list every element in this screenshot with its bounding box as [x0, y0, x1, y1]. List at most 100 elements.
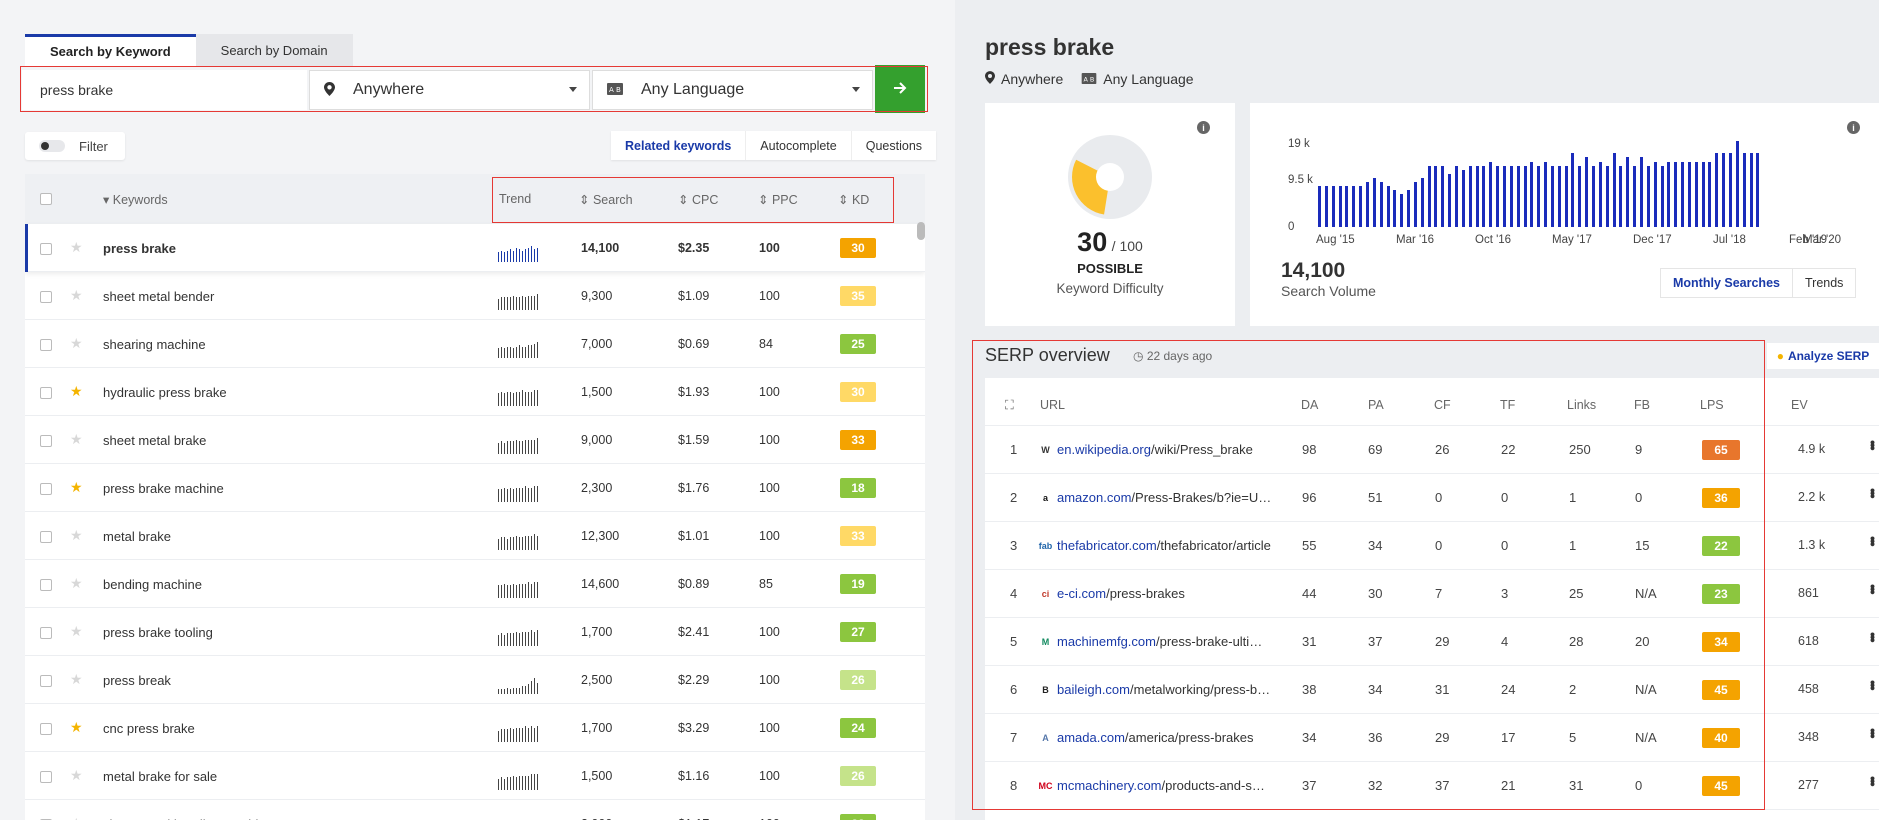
volume-bar[interactable] [1653, 161, 1657, 227]
keyword-text[interactable]: shearing machine [103, 337, 206, 352]
volume-bar[interactable] [1612, 153, 1616, 227]
header-ev[interactable]: EV [1791, 398, 1808, 412]
volume-bar[interactable] [1592, 165, 1595, 227]
table-row[interactable]: ★ press brake machine 2,300 $1.76 100 18 [25, 464, 925, 512]
expand-icon[interactable]: ⛶ [1005, 398, 1014, 412]
volume-bar[interactable] [1331, 186, 1335, 227]
table-row[interactable]: ★ sheet metal bender 9,300 $1.09 100 35 [25, 272, 925, 320]
volume-bar[interactable] [1639, 157, 1643, 227]
star-icon[interactable]: ★ [70, 575, 83, 591]
volume-bar[interactable] [1708, 161, 1712, 227]
keyword-text[interactable]: metal brake [103, 529, 171, 544]
volume-bar[interactable] [1400, 194, 1404, 227]
row-checkbox[interactable] [40, 531, 52, 543]
row-checkbox[interactable] [40, 387, 52, 399]
header-fb[interactable]: FB [1634, 398, 1650, 412]
volume-bar[interactable] [1509, 165, 1513, 227]
keyword-text[interactable]: cnc press brake [103, 721, 195, 736]
more-options-icon[interactable]: ••• [1865, 536, 1879, 545]
volume-bar[interactable] [1468, 165, 1472, 227]
more-options-icon[interactable]: ••• [1865, 488, 1879, 497]
volume-bar[interactable] [1578, 165, 1582, 227]
volume-bar[interactable] [1667, 161, 1671, 227]
keyword-text[interactable]: press brake tooling [103, 625, 213, 640]
more-options-icon[interactable]: ••• [1865, 776, 1879, 785]
info-icon[interactable]: i [1847, 121, 1860, 134]
row-checkbox[interactable] [40, 483, 52, 495]
volume-bar[interactable] [1516, 165, 1520, 227]
tab-monthly-searches[interactable]: Monthly Searches [1661, 269, 1793, 297]
tab-related-keywords[interactable]: Related keywords [611, 131, 747, 160]
table-row[interactable]: ★ press brake tooling 1,700 $2.41 100 27 [25, 608, 925, 656]
tab-trends[interactable]: Trends [1804, 276, 1844, 290]
keyword-text[interactable]: press break [103, 673, 171, 688]
volume-bar[interactable] [1475, 165, 1479, 227]
keyword-text[interactable]: press brake [103, 241, 176, 256]
volume-bar[interactable] [1359, 186, 1363, 227]
volume-bar[interactable] [1742, 153, 1746, 227]
star-icon[interactable]: ★ [70, 335, 83, 351]
volume-bar[interactable] [1352, 186, 1356, 227]
volume-bar[interactable] [1441, 165, 1445, 227]
serp-url-link[interactable]: baileigh.com/metalworking/press-brakes [1057, 682, 1272, 697]
star-icon[interactable]: ★ [70, 287, 83, 303]
header-cf[interactable]: CF [1434, 398, 1451, 412]
volume-bar[interactable] [1749, 153, 1753, 227]
header-lps[interactable]: LPS [1700, 398, 1724, 412]
header-links[interactable]: Links [1567, 398, 1597, 412]
header-keywords[interactable]: ▾ Keywords [103, 193, 168, 207]
table-row[interactable]: ★ hydraulic press brake 1,500 $1.93 100 30 [25, 368, 925, 416]
volume-bar[interactable] [1605, 165, 1609, 227]
tab-questions[interactable]: Questions [865, 138, 923, 153]
serp-row[interactable]: 6 Bbaileigh.com/metalworking/press-brakes… [985, 666, 1879, 714]
volume-bar[interactable] [1372, 177, 1376, 227]
star-icon[interactable]: ★ [70, 815, 83, 820]
more-options-icon[interactable]: ••• [1865, 440, 1879, 449]
row-checkbox[interactable] [40, 579, 52, 591]
volume-bar[interactable] [1523, 165, 1527, 227]
volume-bar[interactable] [1701, 161, 1705, 227]
more-options-icon[interactable]: ••• [1865, 728, 1879, 737]
row-checkbox[interactable] [40, 435, 52, 447]
header-search[interactable]: ⇕ Search [579, 193, 633, 207]
keyword-text[interactable]: hydraulic press brake [103, 385, 227, 400]
volume-bar[interactable] [1407, 190, 1411, 227]
toggle-switch[interactable] [39, 140, 65, 152]
keyword-text[interactable]: sheet metal brake [103, 433, 207, 448]
table-row[interactable]: ★ press break 2,500 $2.29 100 26 [25, 656, 925, 704]
serp-url-link[interactable]: thefabricator.com/thefabricator/article [1057, 538, 1271, 553]
star-icon[interactable]: ★ [70, 623, 83, 639]
table-row[interactable]: ★ sheet metal brake 9,000 $1.59 100 33 [25, 416, 925, 464]
keyword-text[interactable]: metal brake for sale [103, 769, 218, 784]
star-icon[interactable]: ★ [70, 479, 83, 495]
volume-bar[interactable] [1729, 153, 1732, 227]
volume-bar[interactable] [1722, 153, 1726, 227]
star-icon[interactable]: ★ [70, 383, 83, 399]
volume-bar[interactable] [1550, 165, 1554, 227]
volume-bar[interactable] [1413, 182, 1417, 227]
search-submit-button[interactable] [875, 65, 925, 113]
more-options-icon[interactable]: ••• [1865, 584, 1879, 593]
row-checkbox[interactable] [40, 771, 52, 783]
serp-url-link[interactable]: e-ci.com/press-brakes [1057, 586, 1185, 601]
serp-url-link[interactable]: amada.com/america/press-brakes [1057, 730, 1254, 745]
table-row[interactable]: ★ metal brake for sale 1,500 $1.16 100 26 [25, 752, 925, 800]
serp-url-link[interactable]: amazon.com/Press-Brakes/b?ie=UTF8 [1057, 490, 1272, 505]
volume-bar[interactable] [1756, 153, 1760, 227]
volume-bar[interactable] [1338, 186, 1342, 227]
row-checkbox[interactable] [40, 627, 52, 639]
volume-bar[interactable] [1420, 177, 1424, 227]
star-icon[interactable]: ★ [70, 671, 83, 687]
volume-bar[interactable] [1626, 157, 1630, 227]
keyword-text[interactable]: bending machine [103, 577, 203, 592]
location-dropdown[interactable]: Anywhere [309, 70, 590, 110]
header-cpc[interactable]: ⇕ CPC [678, 193, 719, 207]
keyword-text[interactable]: sheet metal bender [103, 289, 215, 304]
volume-bar[interactable] [1345, 186, 1349, 227]
volume-bar[interactable] [1571, 153, 1575, 227]
volume-bar[interactable] [1530, 161, 1534, 227]
volume-bar[interactable] [1379, 182, 1383, 227]
volume-bar[interactable] [1687, 161, 1691, 227]
header-trend[interactable]: Trend [499, 192, 532, 206]
